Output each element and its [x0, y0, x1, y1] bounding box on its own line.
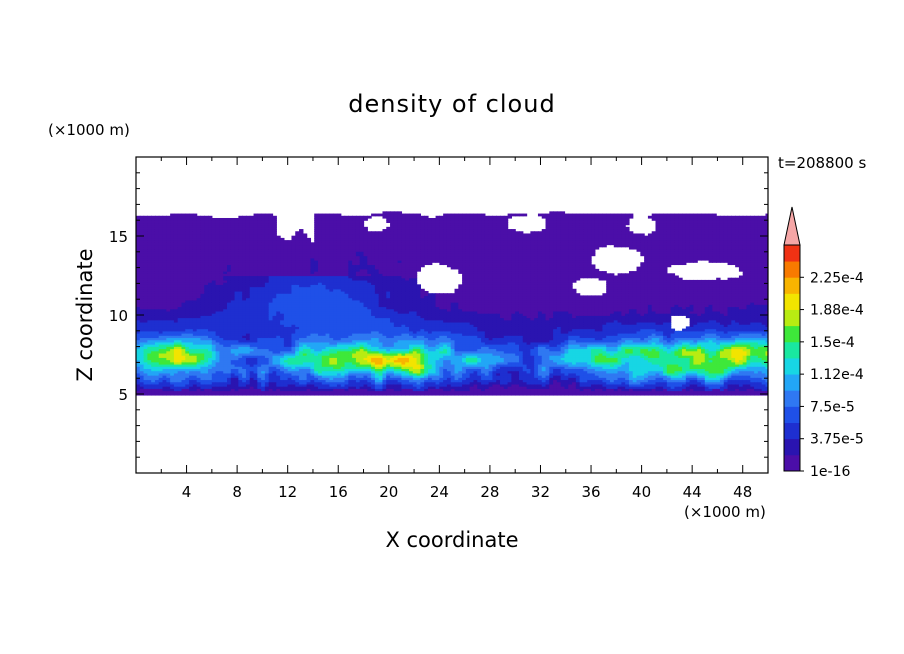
colorbar-band: [784, 406, 800, 423]
y-tick-label: 5: [118, 386, 128, 404]
x-tick-label: 28: [480, 483, 499, 501]
x-tick-label: 44: [683, 483, 702, 501]
colorbar-label: 7.5e-5: [810, 399, 855, 415]
colorbar-band: [784, 277, 800, 294]
colorbar-band: [784, 390, 800, 407]
x-tick-label: 40: [632, 483, 651, 501]
x-tick-label: 32: [531, 483, 550, 501]
chart-title: density of cloud: [348, 90, 555, 118]
colorbar-overflow-arrow: [783, 206, 801, 246]
colorbar-label: 3.75e-5: [810, 432, 864, 448]
colorbar-band: [784, 325, 800, 343]
colorbar-band: [784, 309, 800, 327]
x-tick-label: 24: [430, 483, 449, 501]
colorbar-label: 1.5e-4: [810, 335, 855, 351]
x-axis-ticks: 4 8 12 16 20 24 28 32 36 40 44 48: [160, 157, 752, 501]
colorbar-label: 1.12e-4: [810, 367, 864, 383]
colorbar-band: [784, 358, 800, 375]
colorbar-band: [784, 422, 800, 440]
colorbar-label: 2.25e-4: [810, 270, 864, 286]
y-axis-ticks: 5 10 15: [109, 172, 768, 458]
colorbar-band: [784, 438, 800, 456]
colorbar-band: [784, 341, 800, 359]
colorbar-label: 1.88e-4: [810, 303, 864, 319]
colorbar-band: [784, 245, 800, 262]
cloud-density-field: [136, 211, 768, 396]
colorbar-band: [784, 293, 800, 310]
y-unit-label: (×1000 m): [48, 121, 130, 139]
colorbar: 1e-16 3.75e-5 7.5e-5 1.12e-4 1.5e-4 1.88e-4 2.…: [783, 206, 864, 480]
colorbar-band: [784, 261, 800, 278]
x-tick-label: 8: [232, 483, 242, 501]
colorbar-label: 1e-16: [810, 464, 850, 480]
x-tick-label: 4: [182, 483, 192, 501]
y-tick-label: 10: [109, 307, 128, 325]
colorbar-band: [784, 374, 800, 391]
x-tick-label: 12: [278, 483, 297, 501]
x-tick-label: 20: [379, 483, 398, 501]
x-axis-label: X coordinate: [385, 528, 518, 552]
time-label: t=208800 s: [778, 154, 866, 172]
x-tick-label: 16: [329, 483, 348, 501]
y-tick-label: 15: [109, 228, 128, 246]
x-tick-label: 48: [733, 483, 752, 501]
y-axis-label: Z coordinate: [73, 248, 97, 381]
x-tick-label: 36: [581, 483, 600, 501]
x-unit-label: (×1000 m): [684, 503, 766, 521]
colorbar-band: [784, 454, 800, 472]
